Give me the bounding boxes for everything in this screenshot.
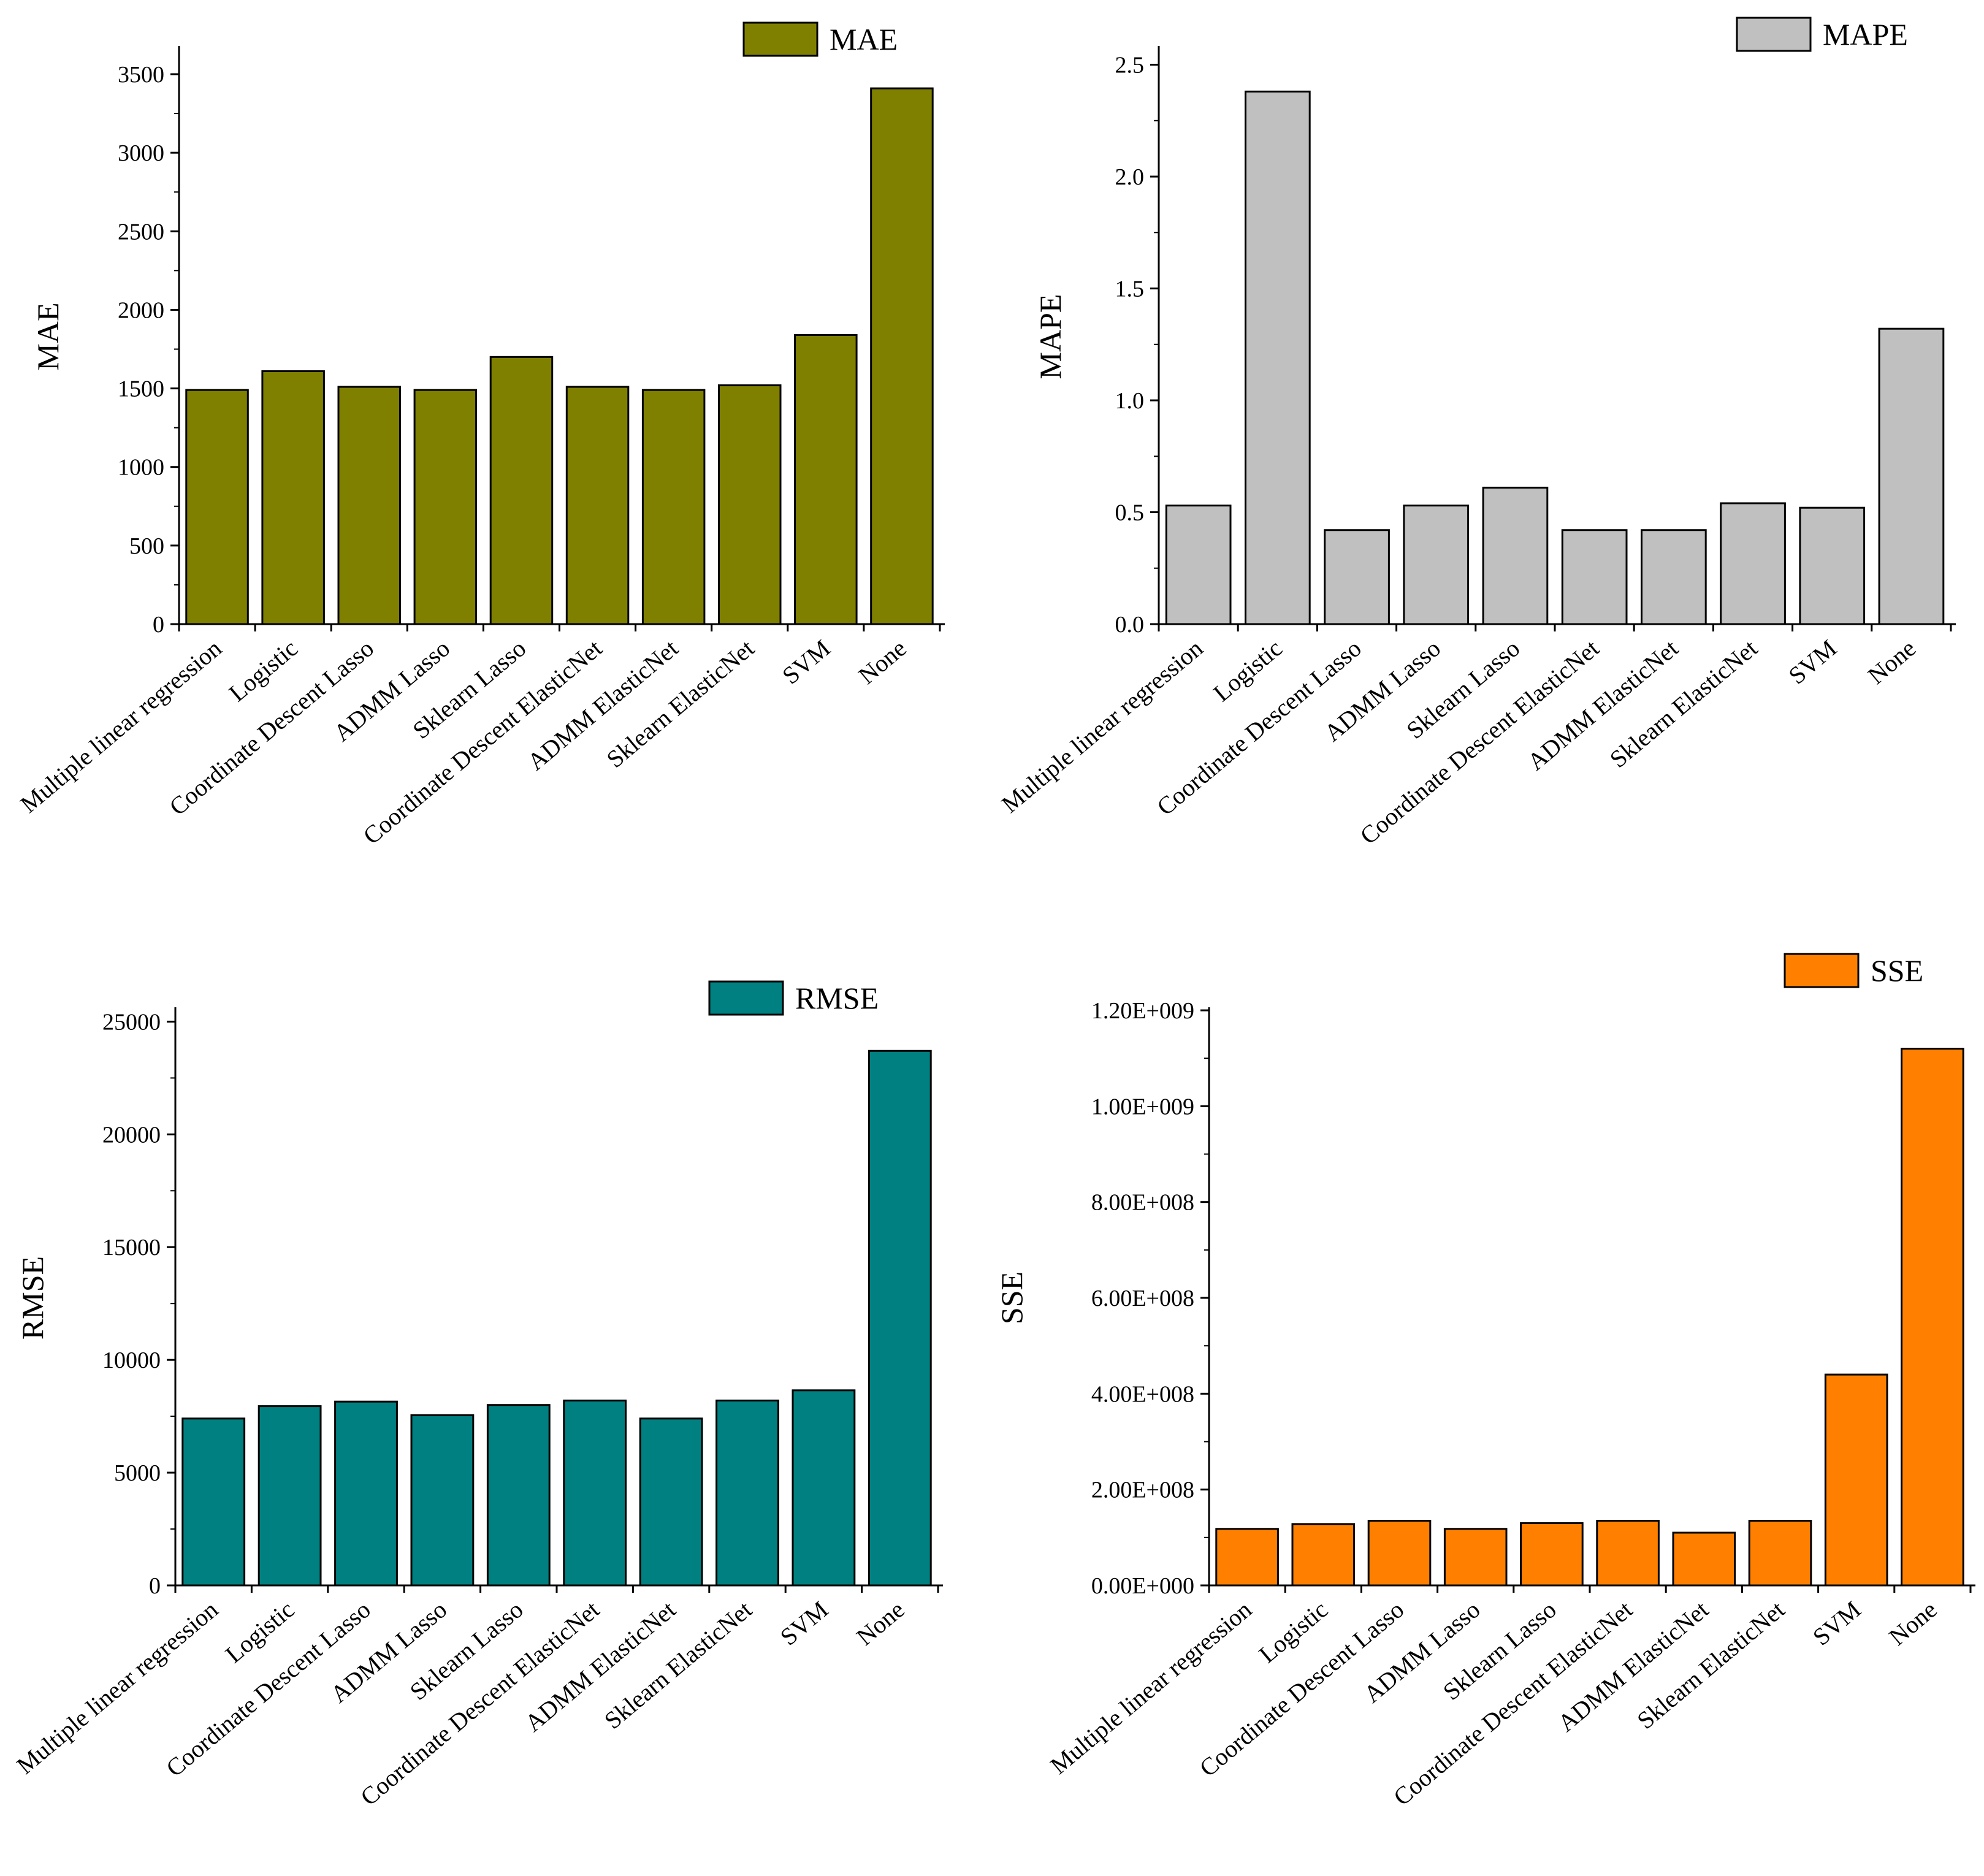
bar-mape-9 <box>1878 327 1945 625</box>
bar-mape-0 <box>1165 505 1232 625</box>
bar-mape-8 <box>1799 506 1866 625</box>
bar-mae-0 <box>185 389 249 625</box>
x-tick-label-sse-9: None <box>1883 1595 1942 1650</box>
y-tick-label-rmse-0: 0 <box>149 1573 161 1599</box>
x-tick-label-rmse-9: None <box>851 1595 909 1650</box>
x-tick-label-mape-7: Sklearn ElasticNet <box>1604 634 1763 773</box>
y-tick-label-sse-2: 4.00E+008 <box>1091 1381 1194 1407</box>
bar-rmse-7 <box>715 1399 779 1587</box>
bar-sse-6 <box>1672 1531 1736 1587</box>
bar-sse-7 <box>1748 1520 1812 1587</box>
x-tick-label-sse-8: SVM <box>1807 1595 1866 1650</box>
legend-swatch-mape <box>1736 17 1812 52</box>
legend-swatch-rmse <box>708 980 784 1016</box>
x-tick-label-mape-9: None <box>1863 634 1921 689</box>
y-tick-label-mae-6: 3000 <box>118 140 164 166</box>
bar-rmse-4 <box>486 1404 551 1587</box>
y-tick-label-mae-0: 0 <box>153 612 164 638</box>
bar-rmse-2 <box>334 1400 398 1587</box>
legend-mape: MAPE <box>1736 17 1908 52</box>
legend-label-sse: SSE <box>1871 953 1923 988</box>
bar-mape-5 <box>1561 529 1628 625</box>
y-tick-label-mae-3: 1500 <box>118 376 164 402</box>
bar-sse-3 <box>1443 1528 1508 1587</box>
y-tick-label-rmse-1: 5000 <box>114 1460 161 1486</box>
legend-swatch-mae <box>742 21 818 57</box>
y-tick-label-mape-0: 0.0 <box>1115 612 1145 638</box>
bar-rmse-9 <box>868 1050 932 1587</box>
bar-rmse-8 <box>792 1389 856 1587</box>
bar-mape-1 <box>1245 90 1311 625</box>
y-tick-label-rmse-4: 20000 <box>102 1122 161 1148</box>
y-tick-label-sse-0: 0.00E+000 <box>1091 1573 1194 1599</box>
y-tick-label-rmse-2: 10000 <box>102 1348 161 1373</box>
bar-mae-9 <box>870 87 934 625</box>
y-tick-label-mape-2: 1.0 <box>1115 388 1145 414</box>
y-tick-label-sse-5: 1.00E+009 <box>1091 1094 1194 1119</box>
bar-rmse-3 <box>410 1414 475 1587</box>
bar-sse-0 <box>1215 1528 1279 1587</box>
y-tick-label-mape-3: 1.5 <box>1115 276 1145 302</box>
bar-rmse-0 <box>181 1417 246 1587</box>
bar-mape-7 <box>1720 502 1786 625</box>
bar-mape-2 <box>1324 529 1390 625</box>
x-tick-label-rmse-8: SVM <box>775 1595 833 1650</box>
bar-mae-8 <box>794 334 858 625</box>
x-tick-label-mae-8: SVM <box>777 634 835 689</box>
sse-chart-panel: 0.00E+000 2.00E+008 4.00E+008 6.00E+008 8.00… <box>994 953 1975 1811</box>
legend-label-mape: MAPE <box>1823 17 1908 51</box>
bar-mae-2 <box>337 386 401 625</box>
bar-sse-4 <box>1520 1522 1584 1587</box>
legend-rmse: RMSE <box>708 980 879 1016</box>
bar-mae-7 <box>718 384 782 625</box>
bar-rmse-6 <box>639 1417 703 1587</box>
legend-label-mae: MAE <box>830 22 898 56</box>
y-tick-label-mape-1: 0.5 <box>1115 500 1145 526</box>
bar-sse-2 <box>1367 1520 1432 1587</box>
y-tick-label-mae-1: 500 <box>129 533 164 559</box>
bar-mae-3 <box>413 389 478 625</box>
bar-sse-8 <box>1824 1373 1888 1587</box>
y-tick-label-rmse-5: 25000 <box>102 1009 161 1035</box>
y-axis-title-sse: SSE <box>994 1272 1029 1324</box>
y-tick-label-mape-5: 2.5 <box>1115 53 1145 78</box>
legend-sse: SSE <box>1784 953 1923 988</box>
y-axis-title-mape: MAPE <box>1033 294 1067 379</box>
legend-mae: MAE <box>742 21 898 57</box>
bar-mae-1 <box>261 370 325 625</box>
y-tick-label-sse-4: 8.00E+008 <box>1091 1190 1194 1216</box>
bar-sse-5 <box>1596 1520 1660 1587</box>
bar-sse-1 <box>1291 1523 1356 1587</box>
legend-label-rmse: RMSE <box>795 981 879 1015</box>
x-tick-label-mae-9: None <box>853 634 911 689</box>
bar-mape-3 <box>1403 505 1470 625</box>
y-tick-label-sse-6: 1.20E+009 <box>1091 998 1194 1024</box>
y-axis-title-mae: MAE <box>31 302 65 370</box>
bar-mape-4 <box>1482 486 1549 625</box>
x-tick-label-mape-8: SVM <box>1784 634 1842 689</box>
y-tick-label-mape-4: 2.0 <box>1115 164 1145 190</box>
y-tick-label-rmse-3: 15000 <box>102 1235 161 1260</box>
y-axis-title-rmse: RMSE <box>15 1256 50 1340</box>
bar-mae-4 <box>489 356 554 625</box>
y-tick-label-mae-4: 2000 <box>118 297 164 323</box>
bar-sse-9 <box>1901 1048 1964 1587</box>
bar-mae-5 <box>565 386 630 625</box>
y-tick-label-sse-1: 2.00E+008 <box>1091 1478 1194 1503</box>
y-tick-label-mae-2: 1000 <box>118 455 164 481</box>
bar-rmse-5 <box>563 1399 627 1587</box>
y-tick-label-sse-3: 6.00E+008 <box>1091 1286 1194 1311</box>
bar-rmse-1 <box>258 1405 322 1587</box>
bar-mape-6 <box>1641 529 1707 625</box>
bar-mae-6 <box>641 389 706 625</box>
y-tick-label-mae-7: 3500 <box>118 62 164 88</box>
y-tick-label-mae-5: 2500 <box>118 219 164 245</box>
legend-swatch-sse <box>1784 953 1860 988</box>
